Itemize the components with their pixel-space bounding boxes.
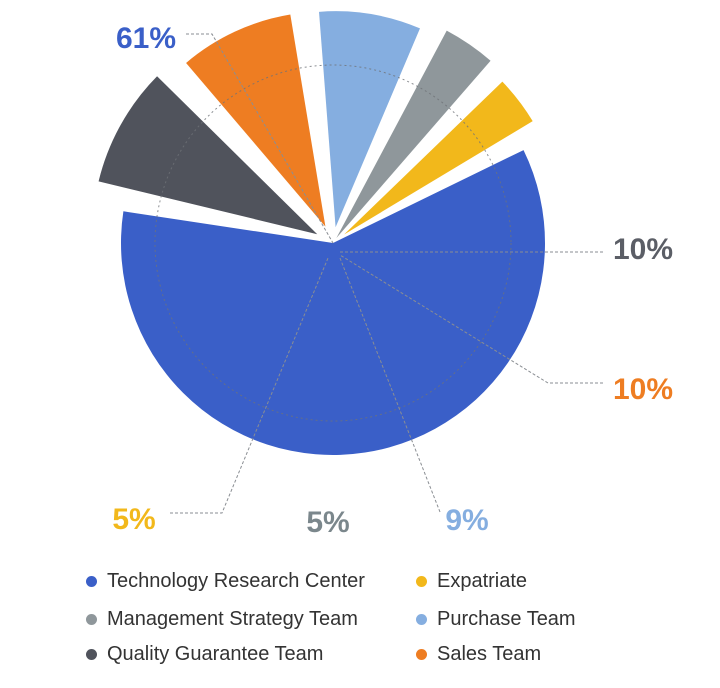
legend-item-expatriate: Expatriate — [416, 570, 527, 593]
leader-line — [186, 33, 334, 244]
legend-item-management-strategy-team: Management Strategy Team — [86, 608, 358, 631]
legend-item-purchase-team: Purchase Team — [416, 608, 576, 631]
legend-label: Management Strategy Team — [107, 608, 358, 630]
leader-line — [170, 257, 329, 514]
pie-slice-sales-team — [186, 14, 326, 227]
legend-item-technology-research-center: Technology Research Center — [86, 570, 365, 593]
data-label-management-strategy-team: 5% — [306, 506, 349, 539]
data-label-quality-guarantee-team: 10% — [613, 233, 673, 266]
legend-swatch — [416, 614, 427, 625]
data-label-sales-team: 10% — [613, 373, 673, 406]
pie-slice-expatriate — [344, 81, 533, 235]
legend-label: Quality Guarantee Team — [107, 643, 324, 665]
legend-swatch — [86, 576, 97, 587]
pie-slice-management-strategy-team — [336, 30, 491, 239]
legend-item-sales-team: Sales Team — [416, 643, 541, 666]
pie-slice-purchase-team — [319, 11, 420, 228]
data-label-purchase-team: 9% — [445, 504, 488, 537]
legend-swatch — [416, 649, 427, 660]
leader-line — [339, 254, 603, 384]
reference-circle — [154, 64, 512, 422]
legend-swatch — [416, 576, 427, 587]
pie-slice-quality-guarantee-team — [98, 76, 318, 235]
legend-label: Technology Research Center — [107, 570, 365, 592]
pie-chart: 61% 10% 10% 9% 5% 5% — [98, 11, 673, 539]
legend-label: Expatriate — [437, 570, 528, 592]
legend-item-quality-guarantee-team: Quality Guarantee Team — [86, 643, 323, 666]
legend-label: Sales Team — [437, 643, 542, 665]
pie-slice-technology-research-center — [121, 150, 545, 456]
leader-line — [339, 257, 441, 513]
legend-label: Purchase Team — [437, 608, 576, 630]
legend-swatch — [86, 649, 97, 660]
data-label-technology-research-center: 61% — [116, 22, 176, 55]
data-label-expatriate: 5% — [112, 503, 155, 536]
legend-swatch — [86, 614, 97, 625]
